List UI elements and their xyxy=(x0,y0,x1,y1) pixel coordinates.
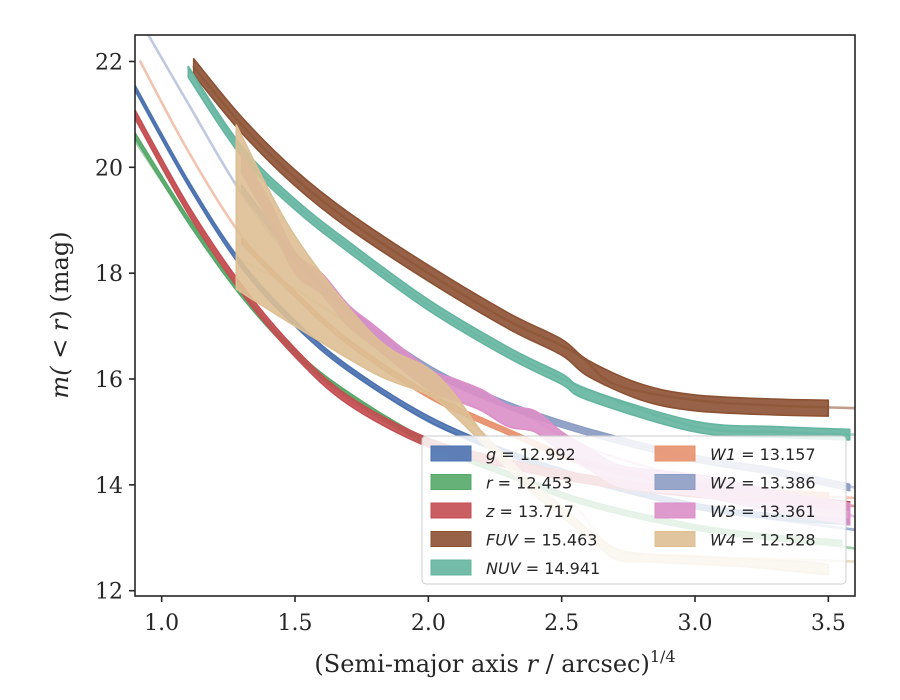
legend-frame xyxy=(421,435,847,585)
y-tick-label: 18 xyxy=(95,262,123,287)
x-tick-label: 2.5 xyxy=(544,611,579,636)
legend-label-w2: W2 = 13.386 xyxy=(710,474,816,493)
legend-label-r: r = 12.453 xyxy=(486,474,572,493)
x-axis-ticks: 1.0 1.5 2.0 2.5 3.0 3.5 xyxy=(144,596,846,636)
legend-items: g = 12.992 r = 12.453 z = 13.717 FUV = 15.4… xyxy=(430,445,816,578)
legend-swatch-g xyxy=(430,445,472,462)
legend-swatch-r xyxy=(430,474,472,490)
plot-frame xyxy=(134,34,856,597)
legend-swatch-w4 xyxy=(654,531,696,547)
y-tick-label: 20 xyxy=(95,156,123,181)
series-band-fuv xyxy=(192,58,830,417)
series-band-nuv xyxy=(187,66,851,441)
legend-swatch-fuv xyxy=(430,531,472,547)
legend-label-w1: W1 = 13.157 xyxy=(710,445,816,464)
legend-swatch-z xyxy=(430,502,472,519)
x-tick-label: 1.5 xyxy=(278,611,313,636)
x-tick-label: 3.0 xyxy=(678,611,713,636)
legend-label-z: z = 13.717 xyxy=(485,502,574,521)
y-tick-label: 22 xyxy=(95,50,123,75)
y-tick-label: 12 xyxy=(95,580,123,605)
y-tick-label: 14 xyxy=(95,474,123,499)
legend-label-fuv: FUV = 15.463 xyxy=(486,531,597,550)
series-band-z xyxy=(135,109,851,512)
x-tick-label: 2.0 xyxy=(411,611,446,636)
legend-swatch-w2 xyxy=(654,474,696,490)
legend-label-w3: W3 = 13.361 xyxy=(710,502,816,521)
y-tick-label: 16 xyxy=(95,368,123,393)
y-axis-label: m( < r) (mag) xyxy=(46,231,74,398)
legend-swatch-nuv xyxy=(430,559,472,576)
y-axis-ticks: 12 14 16 18 20 22 xyxy=(95,50,135,605)
x-axis-label: (Semi-major axis r / arcsec)1/4 xyxy=(314,647,675,678)
legend-label-w4: W4 = 12.528 xyxy=(710,531,816,550)
legend-label-g: g = 12.992 xyxy=(486,445,576,464)
x-tick-label: 1.0 xyxy=(144,611,179,636)
legend-label-nuv: NUV = 14.941 xyxy=(486,559,600,578)
legend: g = 12.992 r = 12.453 z = 13.717 FUV = 15.4… xyxy=(421,435,847,585)
legend-swatch-w1 xyxy=(654,445,696,462)
x-tick-label: 3.5 xyxy=(811,611,846,636)
legend-swatch-w3 xyxy=(654,502,696,519)
